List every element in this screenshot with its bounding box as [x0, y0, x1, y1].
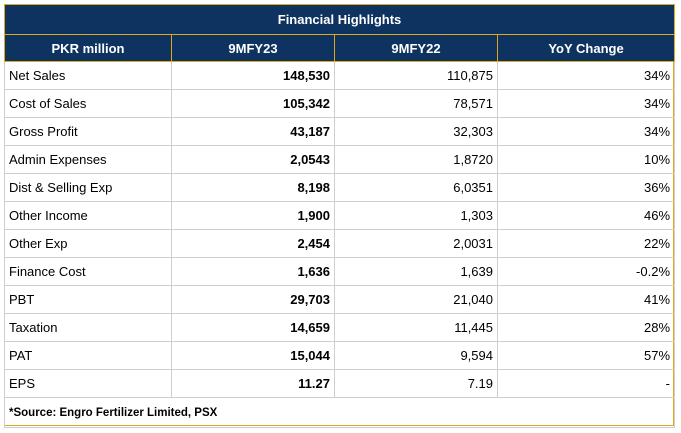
value-9mfy22: 110,875: [334, 61, 498, 90]
value-9mfy23: 14,659: [171, 313, 335, 342]
value-9mfy22: 7.19: [334, 369, 498, 398]
value-9mfy22: 1,303: [334, 201, 498, 230]
value-9mfy23: 8,198: [171, 173, 335, 202]
value-yoy-change: 41%: [496, 285, 676, 314]
value-yoy-change: 57%: [496, 341, 676, 370]
table-row: Gross Profit 43,187 32,303 34%: [4, 117, 676, 146]
value-9mfy23: 43,187: [171, 117, 335, 146]
table-title: Financial Highlights: [3, 4, 676, 35]
source-row: *Source: Engro Fertilizer Limited, PSX: [3, 397, 676, 428]
column-header-9mfy22: 9MFY22: [334, 34, 498, 62]
value-9mfy22: 2,0031: [334, 229, 498, 258]
value-yoy-change: -0.2%: [496, 257, 676, 286]
column-header-pkr-million: PKR million: [4, 34, 172, 62]
value-9mfy23: 15,044: [171, 341, 335, 370]
table-header-row: PKR million 9MFY23 9MFY22 YoY Change: [4, 34, 676, 62]
value-yoy-change: 46%: [496, 201, 676, 230]
table-row: PAT 15,044 9,594 57%: [4, 341, 676, 370]
table-row: Admin Expenses 2,0543 1,8720 10%: [4, 145, 676, 174]
table-row: Other Income 1,900 1,303 46%: [4, 201, 676, 230]
value-9mfy22: 21,040: [334, 285, 498, 314]
source-note: *Source: Engro Fertilizer Limited, PSX: [3, 397, 676, 428]
row-label: Other Income: [4, 201, 172, 230]
value-yoy-change: 22%: [496, 229, 676, 258]
value-9mfy23: 2,454: [171, 229, 335, 258]
value-yoy-change: 36%: [496, 173, 676, 202]
row-label: EPS: [4, 369, 172, 398]
table-row: Other Exp 2,454 2,0031 22%: [4, 229, 676, 258]
row-label: Net Sales: [4, 61, 172, 90]
value-9mfy22: 32,303: [334, 117, 498, 146]
row-label: PBT: [4, 285, 172, 314]
table-row: Net Sales 148,530 110,875 34%: [4, 61, 676, 90]
value-9mfy23: 29,703: [171, 285, 335, 314]
value-9mfy22: 1,8720: [334, 145, 498, 174]
value-yoy-change: 10%: [496, 145, 676, 174]
table-row: Cost of Sales 105,342 78,571 34%: [4, 89, 676, 118]
row-label: Dist & Selling Exp: [4, 173, 172, 202]
value-yoy-change: 34%: [496, 117, 676, 146]
table-row: Dist & Selling Exp 8,198 6,0351 36%: [4, 173, 676, 202]
row-label: Gross Profit: [4, 117, 172, 146]
table-row: PBT 29,703 21,040 41%: [4, 285, 676, 314]
value-9mfy22: 11,445: [334, 313, 498, 342]
row-label: Admin Expenses: [4, 145, 172, 174]
value-9mfy22: 1,639: [334, 257, 498, 286]
value-yoy-change: 34%: [496, 89, 676, 118]
table-row: EPS 11.27 7.19 -: [4, 369, 676, 398]
table-title-row: Financial Highlights: [3, 4, 676, 35]
value-yoy-change: -: [496, 369, 676, 398]
value-9mfy23: 1,900: [171, 201, 335, 230]
value-9mfy23: 148,530: [171, 61, 335, 90]
row-label: Other Exp: [4, 229, 172, 258]
value-9mfy23: 105,342: [171, 89, 335, 118]
financial-highlights-table: Financial Highlights PKR million 9MFY23 …: [3, 4, 676, 428]
row-label: Finance Cost: [4, 257, 172, 286]
row-label: PAT: [4, 341, 172, 370]
value-yoy-change: 34%: [496, 61, 676, 90]
value-9mfy22: 78,571: [334, 89, 498, 118]
table-row: Taxation 14,659 11,445 28%: [4, 313, 676, 342]
value-9mfy23: 1,636: [171, 257, 335, 286]
table-row: Finance Cost 1,636 1,639 -0.2%: [4, 257, 676, 286]
column-header-9mfy23: 9MFY23: [171, 34, 335, 62]
row-label: Taxation: [4, 313, 172, 342]
column-header-yoy-change: YoY Change: [496, 34, 676, 62]
value-9mfy22: 6,0351: [334, 173, 498, 202]
value-9mfy23: 2,0543: [171, 145, 335, 174]
value-9mfy22: 9,594: [334, 341, 498, 370]
value-9mfy23: 11.27: [171, 369, 335, 398]
row-label: Cost of Sales: [4, 89, 172, 118]
value-yoy-change: 28%: [496, 313, 676, 342]
